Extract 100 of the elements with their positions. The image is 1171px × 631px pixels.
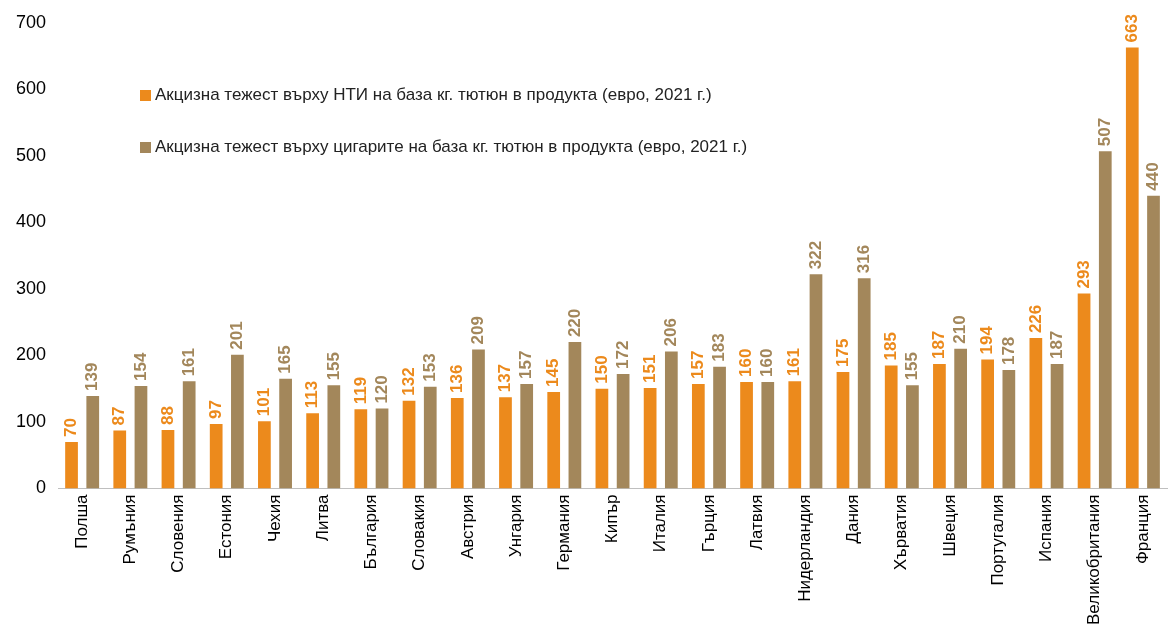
bar <box>857 278 871 489</box>
data-label: 119 <box>350 376 370 405</box>
bar <box>354 409 368 489</box>
data-label: 187 <box>1046 330 1066 360</box>
bar <box>933 364 946 489</box>
x-tick-label: Хърватия <box>891 494 911 571</box>
x-tick-label: Румъния <box>120 494 140 565</box>
x-tick-label: Италия <box>650 494 670 553</box>
x-tick-label: Испания <box>1036 494 1056 562</box>
bar <box>472 349 485 489</box>
bar <box>65 441 78 489</box>
bar <box>595 388 609 489</box>
data-label: 160 <box>736 348 756 378</box>
bar <box>643 388 657 489</box>
data-label: 136 <box>446 364 466 393</box>
data-label: 87 <box>109 406 129 426</box>
bar <box>568 342 582 489</box>
bar <box>450 397 464 489</box>
data-label: 137 <box>495 363 515 393</box>
x-tick-label: Франция <box>1132 494 1152 565</box>
legend-label: Акцизна тежест върху НТИ на база кг. тютюн в продукта (евро, 2021 г.) <box>155 85 712 106</box>
data-label: 220 <box>564 308 584 338</box>
data-label: 178 <box>998 336 1018 366</box>
x-tick-label: Кипър <box>602 494 622 544</box>
x-tick-label: Латвия <box>746 494 766 551</box>
x-tick-label: Литва <box>312 493 332 542</box>
x-tick-label: Великобритания <box>1084 494 1104 626</box>
data-label: 293 <box>1073 260 1093 289</box>
data-label: 155 <box>323 351 343 381</box>
x-tick-label: Швеция <box>939 494 959 557</box>
bar <box>423 386 437 489</box>
bar <box>884 365 898 489</box>
bar <box>279 378 292 489</box>
data-label: 101 <box>254 387 274 417</box>
data-label: 161 <box>784 347 804 377</box>
data-label: 153 <box>419 353 439 382</box>
data-label: 145 <box>543 358 563 387</box>
data-label: 226 <box>1025 304 1045 334</box>
x-tick-label: Гърция <box>698 494 718 553</box>
data-label: 88 <box>157 405 177 425</box>
data-label: 165 <box>275 345 295 374</box>
data-label: 183 <box>709 333 729 362</box>
bar <box>616 374 630 489</box>
bar <box>113 430 127 489</box>
bar <box>520 384 534 489</box>
data-label: 157 <box>516 350 536 380</box>
bar <box>906 385 919 489</box>
data-label: 210 <box>950 315 970 344</box>
bar <box>161 429 175 489</box>
x-tick-label: Чехия <box>264 494 284 543</box>
data-label: 150 <box>591 355 611 384</box>
bar <box>499 397 512 489</box>
y-tick-label: 500 <box>15 144 47 165</box>
bar <box>1077 293 1091 489</box>
bar <box>306 413 319 489</box>
data-label: 139 <box>82 362 102 391</box>
x-tick-label: Дания <box>843 494 863 544</box>
data-label: 663 <box>1121 14 1141 43</box>
bar <box>1125 47 1139 489</box>
bar <box>713 366 726 489</box>
bar <box>954 348 967 489</box>
bar <box>761 382 775 489</box>
bar <box>258 421 271 489</box>
x-tick-label: Естония <box>216 494 236 560</box>
bar <box>1050 364 1064 489</box>
x-tick-label: Португалия <box>987 494 1007 586</box>
bar <box>1002 370 1016 489</box>
y-tick-label: 100 <box>15 410 47 431</box>
x-tick-label: Унгария <box>505 494 525 558</box>
bar <box>375 408 389 489</box>
data-label: 157 <box>688 350 708 380</box>
y-tick-label: 400 <box>15 211 47 232</box>
data-label: 316 <box>853 244 873 274</box>
data-label: 175 <box>832 338 852 368</box>
data-label: 97 <box>205 400 225 419</box>
data-label: 70 <box>61 417 81 437</box>
bar <box>664 351 678 489</box>
x-tick-label: Австрия <box>457 494 477 560</box>
data-label: 194 <box>977 325 997 355</box>
bar <box>809 274 823 489</box>
bar <box>981 359 994 489</box>
data-label: 201 <box>227 321 247 350</box>
bar <box>1029 338 1043 489</box>
x-tick-label: Полша <box>71 493 91 549</box>
data-label: 172 <box>612 340 632 370</box>
x-tick-label: Германия <box>553 494 573 571</box>
y-tick-label: 0 <box>36 477 47 498</box>
data-label: 154 <box>130 352 150 381</box>
x-tick-label: Словакия <box>409 494 429 571</box>
bar <box>691 384 705 489</box>
bar <box>547 391 561 489</box>
x-tick-label: България <box>361 494 381 570</box>
legend-label: Акцизна тежест върху цигарите на база кг. тютюн в продукта (евро, 2021 г.) <box>155 137 748 158</box>
data-label: 440 <box>1143 162 1163 191</box>
bar <box>740 382 753 489</box>
data-label: 160 <box>757 348 777 378</box>
bar <box>402 400 416 489</box>
data-label: 113 <box>302 380 322 409</box>
bar <box>1147 195 1160 489</box>
bar <box>209 423 223 489</box>
